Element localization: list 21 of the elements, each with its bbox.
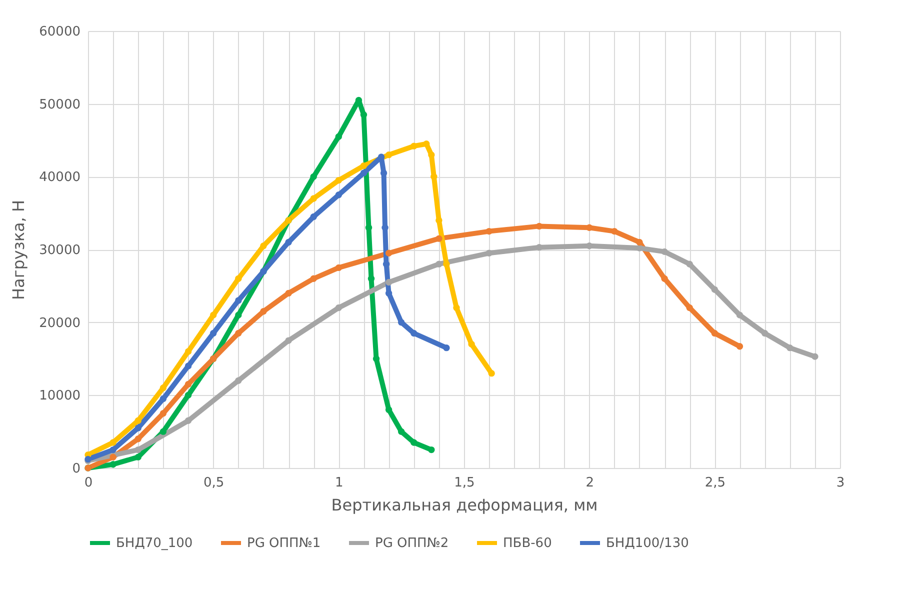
- y-tick-label: 50000: [39, 97, 80, 112]
- legend-label: PG ОПП№1: [247, 536, 321, 551]
- y-axis-title: Нагрузка, Н: [9, 200, 28, 300]
- y-tick-label: 0: [72, 462, 80, 476]
- x-tick-label: 0: [84, 476, 93, 490]
- x-tick-label: 0,5: [203, 476, 224, 490]
- x-tick-label: 2: [586, 476, 594, 490]
- legend-label: БНД100/130: [606, 536, 689, 551]
- x-tick-label: 1,5: [454, 476, 475, 490]
- y-tick-label: 40000: [39, 170, 80, 186]
- legend-label: БНД70_100: [116, 536, 193, 551]
- y-tick-label: 60000: [39, 24, 80, 40]
- y-tick-label: 30000: [39, 243, 80, 258]
- x-tick-label: 1: [335, 476, 344, 490]
- x-tick-label: 3: [836, 476, 845, 490]
- x-tick-label: 2,5: [704, 476, 726, 490]
- y-tick-label: 20000: [39, 316, 80, 331]
- legend-label: ПБВ-60: [503, 536, 552, 551]
- x-axis-title: Вертикальная деформация, мм: [331, 496, 598, 514]
- legend-label: PG ОПП№2: [375, 536, 449, 551]
- y-tick-label: 10000: [39, 388, 80, 404]
